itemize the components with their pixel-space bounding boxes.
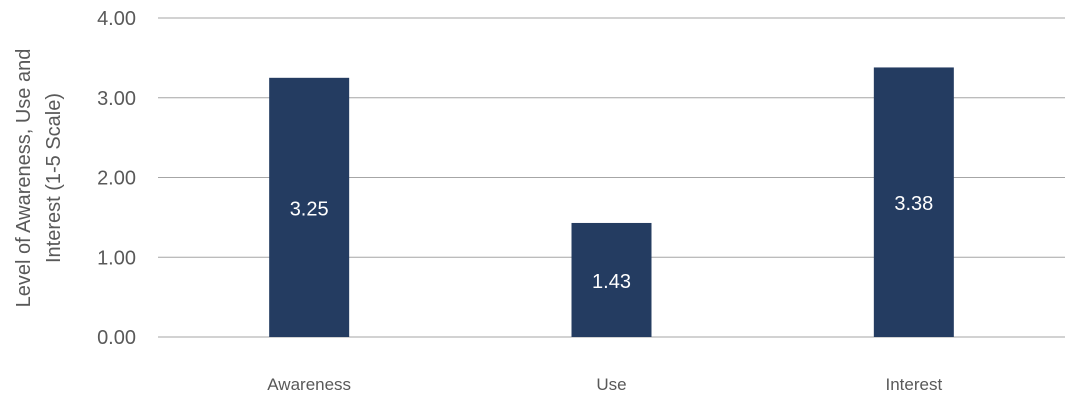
y-axis-title-line-2: Interest (1-5 Scale) xyxy=(43,93,65,263)
data-label: 1.43 xyxy=(592,271,631,293)
bar-interest xyxy=(873,67,954,337)
data-label: 3.38 xyxy=(894,193,933,215)
y-axis-title: Level of Awareness, Use and Interest (1-… xyxy=(13,49,65,308)
y-tick-label: 1.00 xyxy=(97,247,136,269)
bar-awareness xyxy=(269,77,350,337)
bars xyxy=(269,67,954,337)
x-tick-label: Interest xyxy=(885,375,942,394)
y-tick-label: 2.00 xyxy=(97,168,136,190)
data-labels: 3.25 1.43 3.38 xyxy=(290,193,934,293)
x-axis-ticks: Awareness Use Interest xyxy=(267,375,942,394)
x-tick-label: Awareness xyxy=(267,375,351,394)
y-axis-ticks: 0.00 1.00 2.00 3.00 4.00 xyxy=(97,8,136,349)
y-axis-title-line-1: Level of Awareness, Use and xyxy=(13,49,35,308)
y-tick-label: 4.00 xyxy=(97,8,136,30)
x-tick-label: Use xyxy=(596,375,626,394)
y-tick-label: 0.00 xyxy=(97,327,136,349)
y-tick-label: 3.00 xyxy=(97,88,136,110)
data-label: 3.25 xyxy=(290,198,329,220)
bar-use xyxy=(571,222,652,337)
